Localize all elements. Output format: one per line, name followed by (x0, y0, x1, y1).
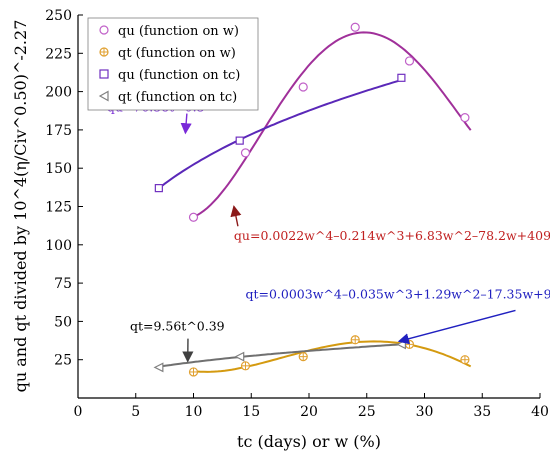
x-tick-label: 20 (300, 404, 318, 420)
marker-qt_w (298, 352, 308, 362)
legend: qu (function on w) qt (function on w) qu… (87, 17, 259, 111)
annotation-arrow (180, 113, 192, 135)
fit-curve-qu_tc (158, 79, 402, 190)
legend-label-qu-w: qu (function on w) (118, 24, 239, 39)
x-tick-label: 10 (185, 404, 203, 420)
x-tick-label: 35 (473, 404, 491, 420)
x-tick-label: 40 (531, 404, 549, 420)
y-tick-label: 200 (45, 85, 72, 101)
x-tick-label: 25 (358, 404, 376, 420)
marker-qu_w (460, 113, 470, 123)
marker-qt_tc (396, 339, 406, 350)
annotation-arrow (230, 205, 242, 227)
legend-item-qt-tc: qt (function on tc) (98, 90, 237, 105)
marker-qt_tc (153, 362, 164, 373)
fit-curve-qt_tc (158, 343, 402, 368)
fit-curves (158, 31, 472, 373)
marker-qt_w (460, 355, 470, 365)
y-tick-label: 125 (45, 200, 72, 216)
marker-qu_w (350, 22, 360, 32)
legend-triangle-icon (98, 90, 109, 102)
marker-qu_w (188, 212, 199, 222)
y-tick-label: 100 (45, 238, 72, 254)
x-tick-label: 0 (74, 404, 83, 420)
legend-item-qu-w: qu (function on w) (99, 24, 239, 39)
annotation-label: qt=0.0003w^4–0.035w^3+1.29w^2–17.35w+94.… (245, 286, 550, 301)
legend-label-qu-tc: qu (function on tc) (118, 68, 240, 83)
marker-qu_tc (235, 136, 244, 145)
tick-group: 0 5 10 15 20 25 30 35 40 25 50 75 100 125 150 175 200 225… (45, 8, 549, 420)
marker-qu_tc (154, 184, 163, 193)
legend-item-qt-w: qt (function on w) (99, 46, 236, 61)
y-tick-label: 50 (54, 314, 72, 330)
y-tick-label: 225 (45, 46, 72, 62)
y-tick-label: 175 (45, 123, 72, 139)
legend-box (87, 17, 259, 111)
marker-qu_w (404, 56, 415, 66)
y-tick-label: 250 (45, 8, 72, 24)
annotations: qu=76.38t^0.3qu=0.0022w^4–0.214w^3+6.83w… (107, 100, 550, 363)
x-tick-label: 5 (131, 404, 140, 420)
y-tick-label: 25 (54, 353, 72, 369)
fit-curve-qu_w (193, 31, 472, 218)
marker-qu_tc (397, 73, 406, 82)
legend-item-qu-tc: qu (function on tc) (99, 68, 240, 83)
annotation-label: qu=0.0022w^4–0.214w^3+6.83w^2–78.2w+409.… (234, 228, 550, 243)
y-axis-title: qu and qt divided by 10^4(η/Civ^0.50)^-2… (11, 20, 30, 393)
x-tick-label: 30 (416, 404, 434, 420)
fit-curve-qt_w (193, 340, 472, 373)
annotation-arrow (397, 309, 516, 345)
y-tick-label: 75 (54, 276, 72, 292)
marker-qt_tc (234, 351, 245, 362)
marker-qu_w (298, 82, 308, 92)
marker-qt_w (404, 339, 415, 349)
x-axis-title: tc (days) or w (%) (237, 432, 381, 451)
legend-square-icon (99, 69, 109, 79)
marker-qu_w (240, 148, 251, 158)
marker-qt_w (240, 361, 251, 371)
legend-circle-icon (99, 25, 109, 35)
legend-label-qt-tc: qt (function on tc) (118, 90, 237, 105)
x-tick-label: 15 (242, 404, 260, 420)
y-tick-label: 150 (45, 161, 72, 177)
annotation-label: qt=9.56t^0.39 (130, 319, 225, 334)
data-markers (153, 22, 470, 377)
marker-qt_w (350, 335, 360, 345)
marker-qt_w (188, 367, 199, 377)
legend-label-qt-w: qt (function on w) (118, 46, 236, 61)
